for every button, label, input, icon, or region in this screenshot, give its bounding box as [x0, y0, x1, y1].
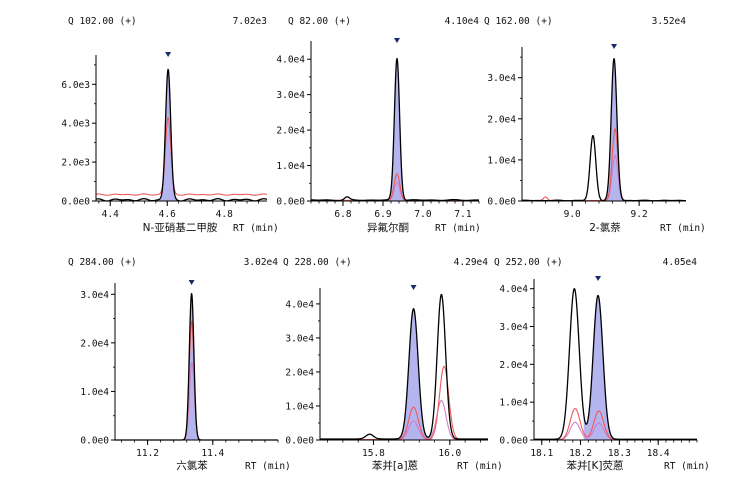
- y-tick-label: 3.0e4: [276, 90, 305, 101]
- y-tick-label: 2.0e4: [285, 367, 314, 378]
- compound-name: 苯并[a]蒽: [372, 459, 419, 472]
- x-tick-label: 4.8: [216, 209, 233, 220]
- x-axis-label: RT (min): [245, 461, 291, 472]
- qualifier-ion-1-trace: [95, 117, 268, 196]
- y-tick-label: 0.0e0: [487, 197, 516, 208]
- chromatogram-panel-3: Q 162.00 (+) 3.52e4 9.0 9.2 0.0e0 1.0e4 2.0e4 3…: [484, 16, 706, 234]
- y-tick-label: 1.0e4: [80, 387, 109, 398]
- y-tick-label: 3.0e4: [285, 333, 314, 344]
- y-tick-label: 0.0e0: [285, 436, 314, 447]
- compound-name: 异氟尔酮: [367, 221, 409, 234]
- chromatogram-panel-5: Q 228.00 (+) 4.29e4 15.8 16.0 0.0e0 1.0e4 2.0e…: [283, 257, 503, 472]
- y-tick-label: 2.0e4: [499, 360, 528, 371]
- y-tick-label: 2.0e4: [487, 114, 516, 125]
- peak-area-fill: [158, 69, 179, 201]
- x-tick-label: 18.4: [647, 448, 670, 459]
- x-axis-label: RT (min): [664, 461, 710, 472]
- panel-max-intensity: 4.10e4: [445, 16, 480, 27]
- x-tick-label: 7.0: [414, 209, 431, 220]
- compound-name: 2-氯萘: [589, 221, 621, 234]
- compound-name: 六氯苯: [176, 459, 208, 472]
- x-axis-label: RT (min): [435, 223, 481, 234]
- qualifier-ion-1-trace: [533, 408, 698, 441]
- quant-ion-trace: [95, 68, 268, 202]
- panel-max-intensity: 3.52e4: [652, 16, 687, 27]
- x-tick-label: 6.8: [334, 209, 351, 220]
- y-tick-label: 2.0e4: [80, 338, 109, 349]
- qualifier-ion-2-trace: [533, 421, 698, 441]
- y-tick-label: 4.0e4: [499, 284, 528, 295]
- y-tick-label: 0.0e0: [80, 436, 109, 447]
- peak-rt-marker: [188, 280, 195, 285]
- y-tick-label: 4.0e4: [285, 299, 314, 310]
- x-tick-label: 18.1: [530, 448, 553, 459]
- panel-ion-label: Q 228.00 (+): [283, 257, 352, 268]
- y-tick-label: 0.0e0: [276, 197, 305, 208]
- chromatogram-panel-6: Q 252.00 (+) 4.05e4 18.1 18.2 18.3 18.4 0.0e0 1…: [494, 257, 710, 472]
- y-tick-label: 2.0e4: [276, 126, 305, 137]
- x-tick-label: 9.0: [564, 209, 581, 220]
- panel-ion-label: Q 284.00 (+): [68, 257, 137, 268]
- y-tick-label: 4.0e4: [276, 55, 305, 66]
- x-axis-label: RT (min): [233, 223, 279, 234]
- y-tick-label: 0.0e0: [499, 436, 528, 447]
- x-tick-label: 7.1: [454, 209, 471, 220]
- quant-ion-trace: [114, 293, 279, 441]
- panel-ion-label: Q 252.00 (+): [494, 257, 563, 268]
- x-tick-label: 18.2: [569, 448, 592, 459]
- y-tick-label: 1.0e4: [487, 155, 516, 166]
- panel-ion-label: Q 82.00 (+): [288, 16, 351, 27]
- x-axis-label: RT (min): [457, 461, 503, 472]
- peak-rt-marker: [394, 38, 400, 43]
- y-tick-label: 1.0e4: [285, 401, 314, 412]
- panel-ion-label: Q 162.00 (+): [484, 16, 553, 27]
- x-tick-label: 6.9: [374, 209, 391, 220]
- x-tick-label: 4.4: [102, 209, 119, 220]
- quant-ion-trace: [521, 57, 687, 202]
- panel-max-intensity: 7.02e3: [233, 16, 267, 27]
- y-tick-label: 1.0e4: [499, 398, 528, 409]
- peak-rt-marker: [165, 52, 172, 57]
- x-tick-label: 15.8: [362, 448, 385, 459]
- y-tick-label: 2.0e3: [61, 158, 90, 169]
- quant-ion-trace: [319, 293, 489, 440]
- panel-max-intensity: 4.05e4: [663, 257, 698, 268]
- peak-rt-marker: [595, 276, 602, 281]
- y-tick-label: 3.0e4: [487, 73, 516, 84]
- peak-area-fill: [385, 58, 409, 201]
- peak-rt-marker: [410, 285, 417, 290]
- y-tick-label: 3.0e4: [499, 322, 528, 333]
- qualifier-ion-2-trace: [521, 154, 687, 202]
- x-tick-label: 4.6: [159, 209, 176, 220]
- panel-ion-label: Q 102.00 (+): [68, 16, 137, 27]
- y-tick-label: 6.0e3: [61, 80, 90, 91]
- peak-rt-marker: [611, 44, 618, 49]
- compound-name: N-亚硝基二甲胺: [143, 221, 218, 234]
- y-tick-label: 3.0e4: [80, 290, 109, 301]
- chromatogram-panel-4: Q 284.00 (+) 3.02e4 11.2 11.4 0.0e0 1.0e4 2.0e…: [68, 257, 291, 472]
- x-tick-label: 9.2: [631, 209, 648, 220]
- compound-name: 苯并[K]荧蒽: [566, 459, 624, 472]
- y-tick-label: 0.0e0: [61, 197, 90, 208]
- panel-max-intensity: 4.29e4: [454, 257, 489, 268]
- x-axis-label: RT (min): [660, 223, 706, 234]
- chromatogram-panel-1: Q 102.00 (+) 7.02e3 4.4 4.6 4.8 0.0e0 2.0e3 4.0…: [61, 16, 278, 234]
- y-tick-label: 1.0e4: [276, 161, 305, 172]
- panel-max-intensity: 3.02e4: [244, 257, 279, 268]
- x-tick-label: 11.2: [136, 448, 159, 459]
- quant-ion-trace: [533, 288, 698, 440]
- chromatogram-panel-2: Q 82.00 (+) 4.10e4 6.8 6.9 7.0 7.1 0.0e0 1.0e4 2…: [276, 16, 480, 234]
- x-tick-label: 11.4: [201, 448, 224, 459]
- qualifier-ion-1-trace: [521, 128, 687, 202]
- peak-area-fill: [396, 308, 433, 440]
- x-tick-label: 18.3: [608, 448, 631, 459]
- x-tick-label: 16.0: [438, 448, 461, 459]
- y-tick-label: 4.0e3: [61, 119, 90, 130]
